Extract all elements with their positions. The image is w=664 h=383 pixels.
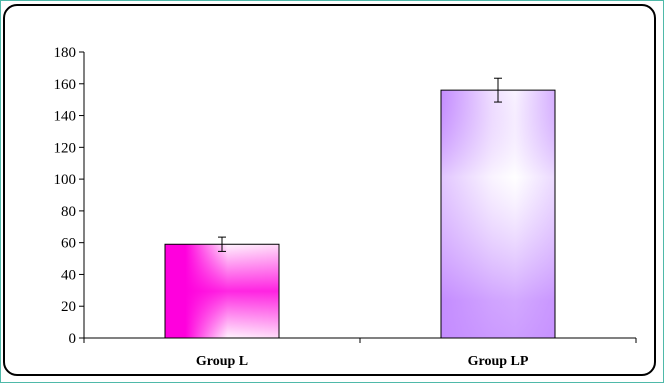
y-tick-label: 0 <box>69 331 77 347</box>
y-tick-label: 160 <box>54 77 77 93</box>
x-category-label: Group LP <box>468 354 529 369</box>
y-tick-label: 60 <box>61 236 76 252</box>
y-tick-label: 120 <box>54 140 77 156</box>
y-tick-label: 80 <box>61 204 76 220</box>
bar-shading <box>165 244 279 338</box>
y-tick-label: 140 <box>54 109 77 125</box>
y-tick-label: 180 <box>54 45 77 61</box>
y-tick-label: 100 <box>54 172 77 188</box>
y-tick-label: 20 <box>61 299 76 315</box>
bar-shading <box>441 90 555 338</box>
y-tick-label: 40 <box>61 267 76 283</box>
x-category-label: Group L <box>196 354 248 369</box>
